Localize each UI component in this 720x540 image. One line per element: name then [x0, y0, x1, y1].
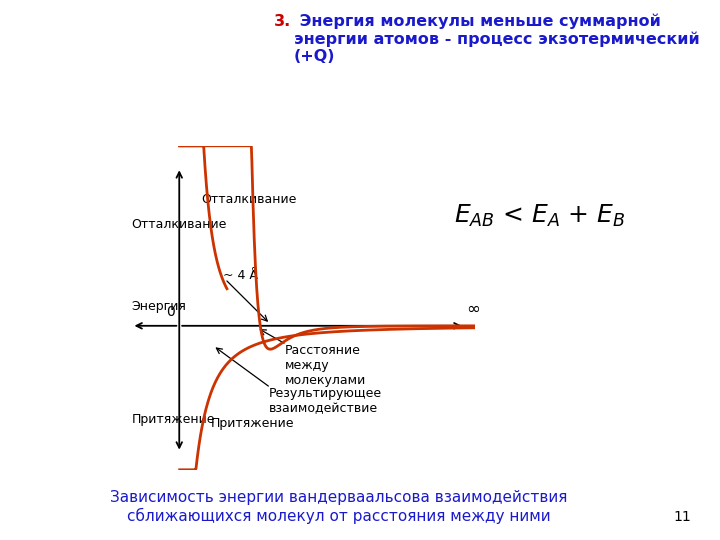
Text: Энергия молекулы меньше суммарной
энергии атомов - процесс экзотермический
(+Q): Энергия молекулы меньше суммарной энерги… [294, 14, 700, 64]
Text: Энергия: Энергия [132, 300, 186, 313]
Text: Притяжение: Притяжение [132, 413, 215, 426]
Text: 3.: 3. [274, 14, 291, 29]
Text: Притяжение: Притяжение [211, 416, 294, 429]
Text: Результирующее
взаимодействие: Результирующее взаимодействие [269, 387, 382, 415]
Text: $E_{AB}$ < $E_A$ + $E_B$: $E_{AB}$ < $E_A$ + $E_B$ [454, 203, 626, 229]
Text: 0: 0 [166, 305, 174, 319]
Text: Расстояние
между
молекулами: Расстояние между молекулами [284, 344, 366, 387]
Text: Отталкивание: Отталкивание [201, 193, 297, 206]
Text: ∞: ∞ [467, 300, 480, 318]
Text: 11: 11 [673, 510, 691, 524]
Text: ~ 4 Å: ~ 4 Å [223, 269, 258, 282]
Text: Отталкивание: Отталкивание [132, 219, 227, 232]
Text: Зависимость энергии вандерваальсова взаимодействия
сближающихся молекул от расст: Зависимость энергии вандерваальсова взаи… [109, 490, 567, 524]
